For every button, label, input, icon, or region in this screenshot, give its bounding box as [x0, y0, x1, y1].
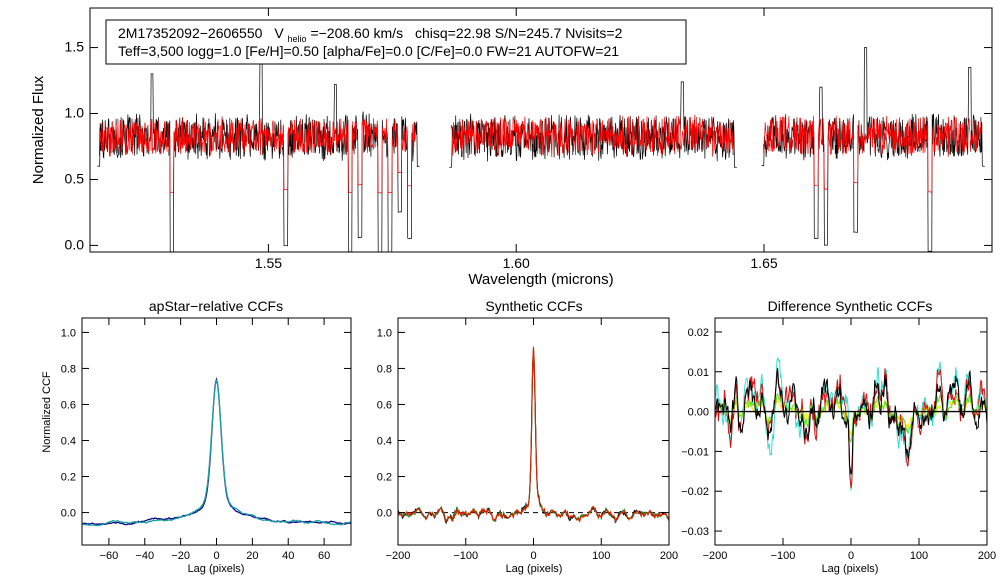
- annotation-vhelio-value: =−208.60 km/s: [310, 25, 403, 41]
- difference-ccf-y-tick-label: 0.02: [688, 327, 709, 339]
- difference-ccf-y-tick-label: −0.02: [681, 486, 709, 498]
- apstar-ccf-y-label: Normalized CCF: [41, 371, 53, 453]
- synthetic-ccf-line-synthetic-green: [397, 348, 670, 523]
- synthetic-ccf-x-tick-label: −200: [386, 550, 411, 562]
- spectrum-observed-line: [97, 63, 420, 252]
- spectrum-model-line: [98, 116, 417, 194]
- difference-ccf-title: Difference Synthetic CCFs: [768, 298, 933, 314]
- annotation-star-id: 2M17352092−2606550: [118, 25, 263, 41]
- synthetic-ccf-y-tick-label: 0.6: [377, 399, 392, 411]
- synthetic-ccf-ticks: −200 −100 0 100 200 0.0 0.2 0.4 0.6 0.8 1.0: [377, 318, 678, 562]
- spectrum-y-label: Normalized Flux: [30, 75, 47, 184]
- difference-ccf-y-tick-label: 0.00: [688, 407, 709, 419]
- spectrum-series-group: [97, 47, 985, 252]
- spectrum-observed-line: [761, 47, 985, 252]
- spectrum-panel: 1.55 1.60 1.65 0.0 0.5 1.0 1.5 Wavelength (mic…: [30, 7, 993, 288]
- synthetic-ccf-x-tick-label: 100: [592, 550, 610, 562]
- apstar-ccf-y-tick-label: 0.4: [61, 436, 76, 448]
- spectrum-y-tick-label: 1.0: [65, 105, 85, 121]
- apstar-ccf-x-tick-label: −20: [171, 550, 190, 562]
- spectrum-ticks: 1.55 1.60 1.65 0.0 0.5 1.0 1.5: [65, 8, 992, 271]
- synthetic-ccf-y-tick-label: 0.8: [377, 363, 392, 375]
- spectrum-model-line: [450, 114, 734, 158]
- spectrum-y-tick-label: 0.5: [65, 170, 85, 186]
- spectrum-model-line: [763, 115, 982, 193]
- spectrum-x-label: Wavelength (microns): [468, 271, 613, 288]
- apstar-ccf-plot-frame: [81, 317, 352, 546]
- annotation-stats: chisq=22.98 S/N=245.7 Nvisits=2: [415, 25, 623, 41]
- apstar-ccf-y-tick-label: 0.8: [61, 363, 76, 375]
- synthetic-ccf-line-synthetic-red: [397, 346, 670, 524]
- apstar-ccf-line-ccf-teal: [81, 379, 352, 527]
- spectrum-plot-frame: [89, 7, 993, 253]
- apstar-ccf-x-tick-label: 20: [246, 550, 258, 562]
- difference-ccf-y-tick-label: 0.01: [688, 367, 709, 379]
- difference-ccf-x-tick-label: −100: [771, 550, 796, 562]
- annotation-vhelio-subscript: helio: [288, 34, 307, 44]
- synthetic-ccf-panel: Synthetic CCFs −200 −100 0 100 200 0.0 0.2 0.4 0…: [377, 298, 678, 575]
- synthetic-ccf-y-tick-label: 0.4: [377, 436, 392, 448]
- difference-ccf-x-tick-label: 200: [978, 550, 996, 562]
- annotation-line-1: 2M17352092−2606550 V helio =−208.60 km/s…: [118, 25, 623, 45]
- apstar-ccf-x-tick-label: −60: [100, 550, 119, 562]
- spectrum-y-tick-label: 0.0: [65, 236, 85, 252]
- apstar-ccf-x-tick-label: 40: [282, 550, 294, 562]
- difference-ccf-y-tick-label: −0.03: [681, 526, 709, 538]
- difference-ccf-x-label: Lag (pixels): [822, 563, 879, 575]
- synthetic-ccf-y-tick-label: 0.2: [377, 472, 392, 484]
- synthetic-ccf-y-tick-label: 1.0: [377, 327, 392, 339]
- spectrum-x-tick-label: 1.65: [750, 255, 777, 271]
- difference-ccf-ticks: −200 −100 0 100 200 −0.03 −0.02 −0.01 0.00 0.01 0.…: [681, 318, 996, 562]
- synthetic-ccf-line-synthetic-black: [397, 352, 670, 525]
- apstar-ccf-y-tick-label: 1.0: [61, 327, 76, 339]
- difference-ccf-x-tick-label: 0: [848, 550, 854, 562]
- annotation-frame: [105, 19, 687, 65]
- apstar-ccf-series-group: [81, 376, 352, 527]
- spectrum-x-tick-label: 1.60: [503, 255, 530, 271]
- apstar-ccf-x-tick-label: 60: [318, 550, 330, 562]
- synthetic-ccf-title: Synthetic CCFs: [485, 298, 582, 314]
- apstar-ccf-y-tick-label: 0.6: [61, 399, 76, 411]
- difference-ccf-x-tick-label: 100: [910, 550, 928, 562]
- synthetic-ccf-y-tick-label: 0.0: [377, 508, 392, 520]
- difference-ccf-y-tick-label: −0.01: [681, 446, 709, 458]
- synthetic-ccf-x-label: Lag (pixels): [506, 563, 563, 575]
- apstar-ccf-y-tick-label: 0.2: [61, 472, 76, 484]
- difference-ccf-series-group: [715, 357, 987, 491]
- synthetic-ccf-x-tick-label: 200: [660, 550, 678, 562]
- spectrum-annotation-box: 2M17352092−2606550 V helio =−208.60 km/s…: [105, 19, 687, 65]
- annotation-vhelio-label: V: [274, 25, 284, 41]
- apstar-ccf-y-tick-label: 0.0: [61, 508, 76, 520]
- synthetic-ccf-series-group: [397, 346, 670, 525]
- apstar-ccf-x-tick-label: −40: [135, 550, 154, 562]
- difference-ccf-panel: Difference Synthetic CCFs −200 −100 0 100 20…: [681, 298, 996, 575]
- apstar-ccf-line-ccf-dark: [81, 376, 352, 526]
- apstar-ccf-panel: apStar−relative CCFs −60 −40 −20 0 20 40 60 0.0…: [41, 298, 352, 575]
- apstar-ccf-ticks: −60 −40 −20 0 20 40 60 0.0 0.2 0.4 0.6 0.8 1.0: [61, 318, 351, 562]
- spectrum-x-tick-label: 1.55: [255, 255, 282, 271]
- synthetic-ccf-x-tick-label: −100: [453, 550, 478, 562]
- apstar-ccf-x-tick-label: 0: [213, 550, 219, 562]
- difference-ccf-plot-frame: [714, 317, 988, 546]
- apstar-ccf-title: apStar−relative CCFs: [149, 298, 283, 314]
- annotation-line-2: Teff=3,500 logg=1.0 [Fe/H]=0.50 [alpha/F…: [118, 43, 619, 59]
- spectrum-y-tick-label: 1.5: [65, 39, 85, 55]
- apstar-ccf-x-label: Lag (pixels): [188, 563, 245, 575]
- difference-ccf-line-diff-black: [715, 368, 987, 475]
- synthetic-ccf-x-tick-label: 0: [530, 550, 536, 562]
- difference-ccf-line-diff-red: [715, 368, 987, 488]
- difference-ccf-x-tick-label: −200: [703, 550, 728, 562]
